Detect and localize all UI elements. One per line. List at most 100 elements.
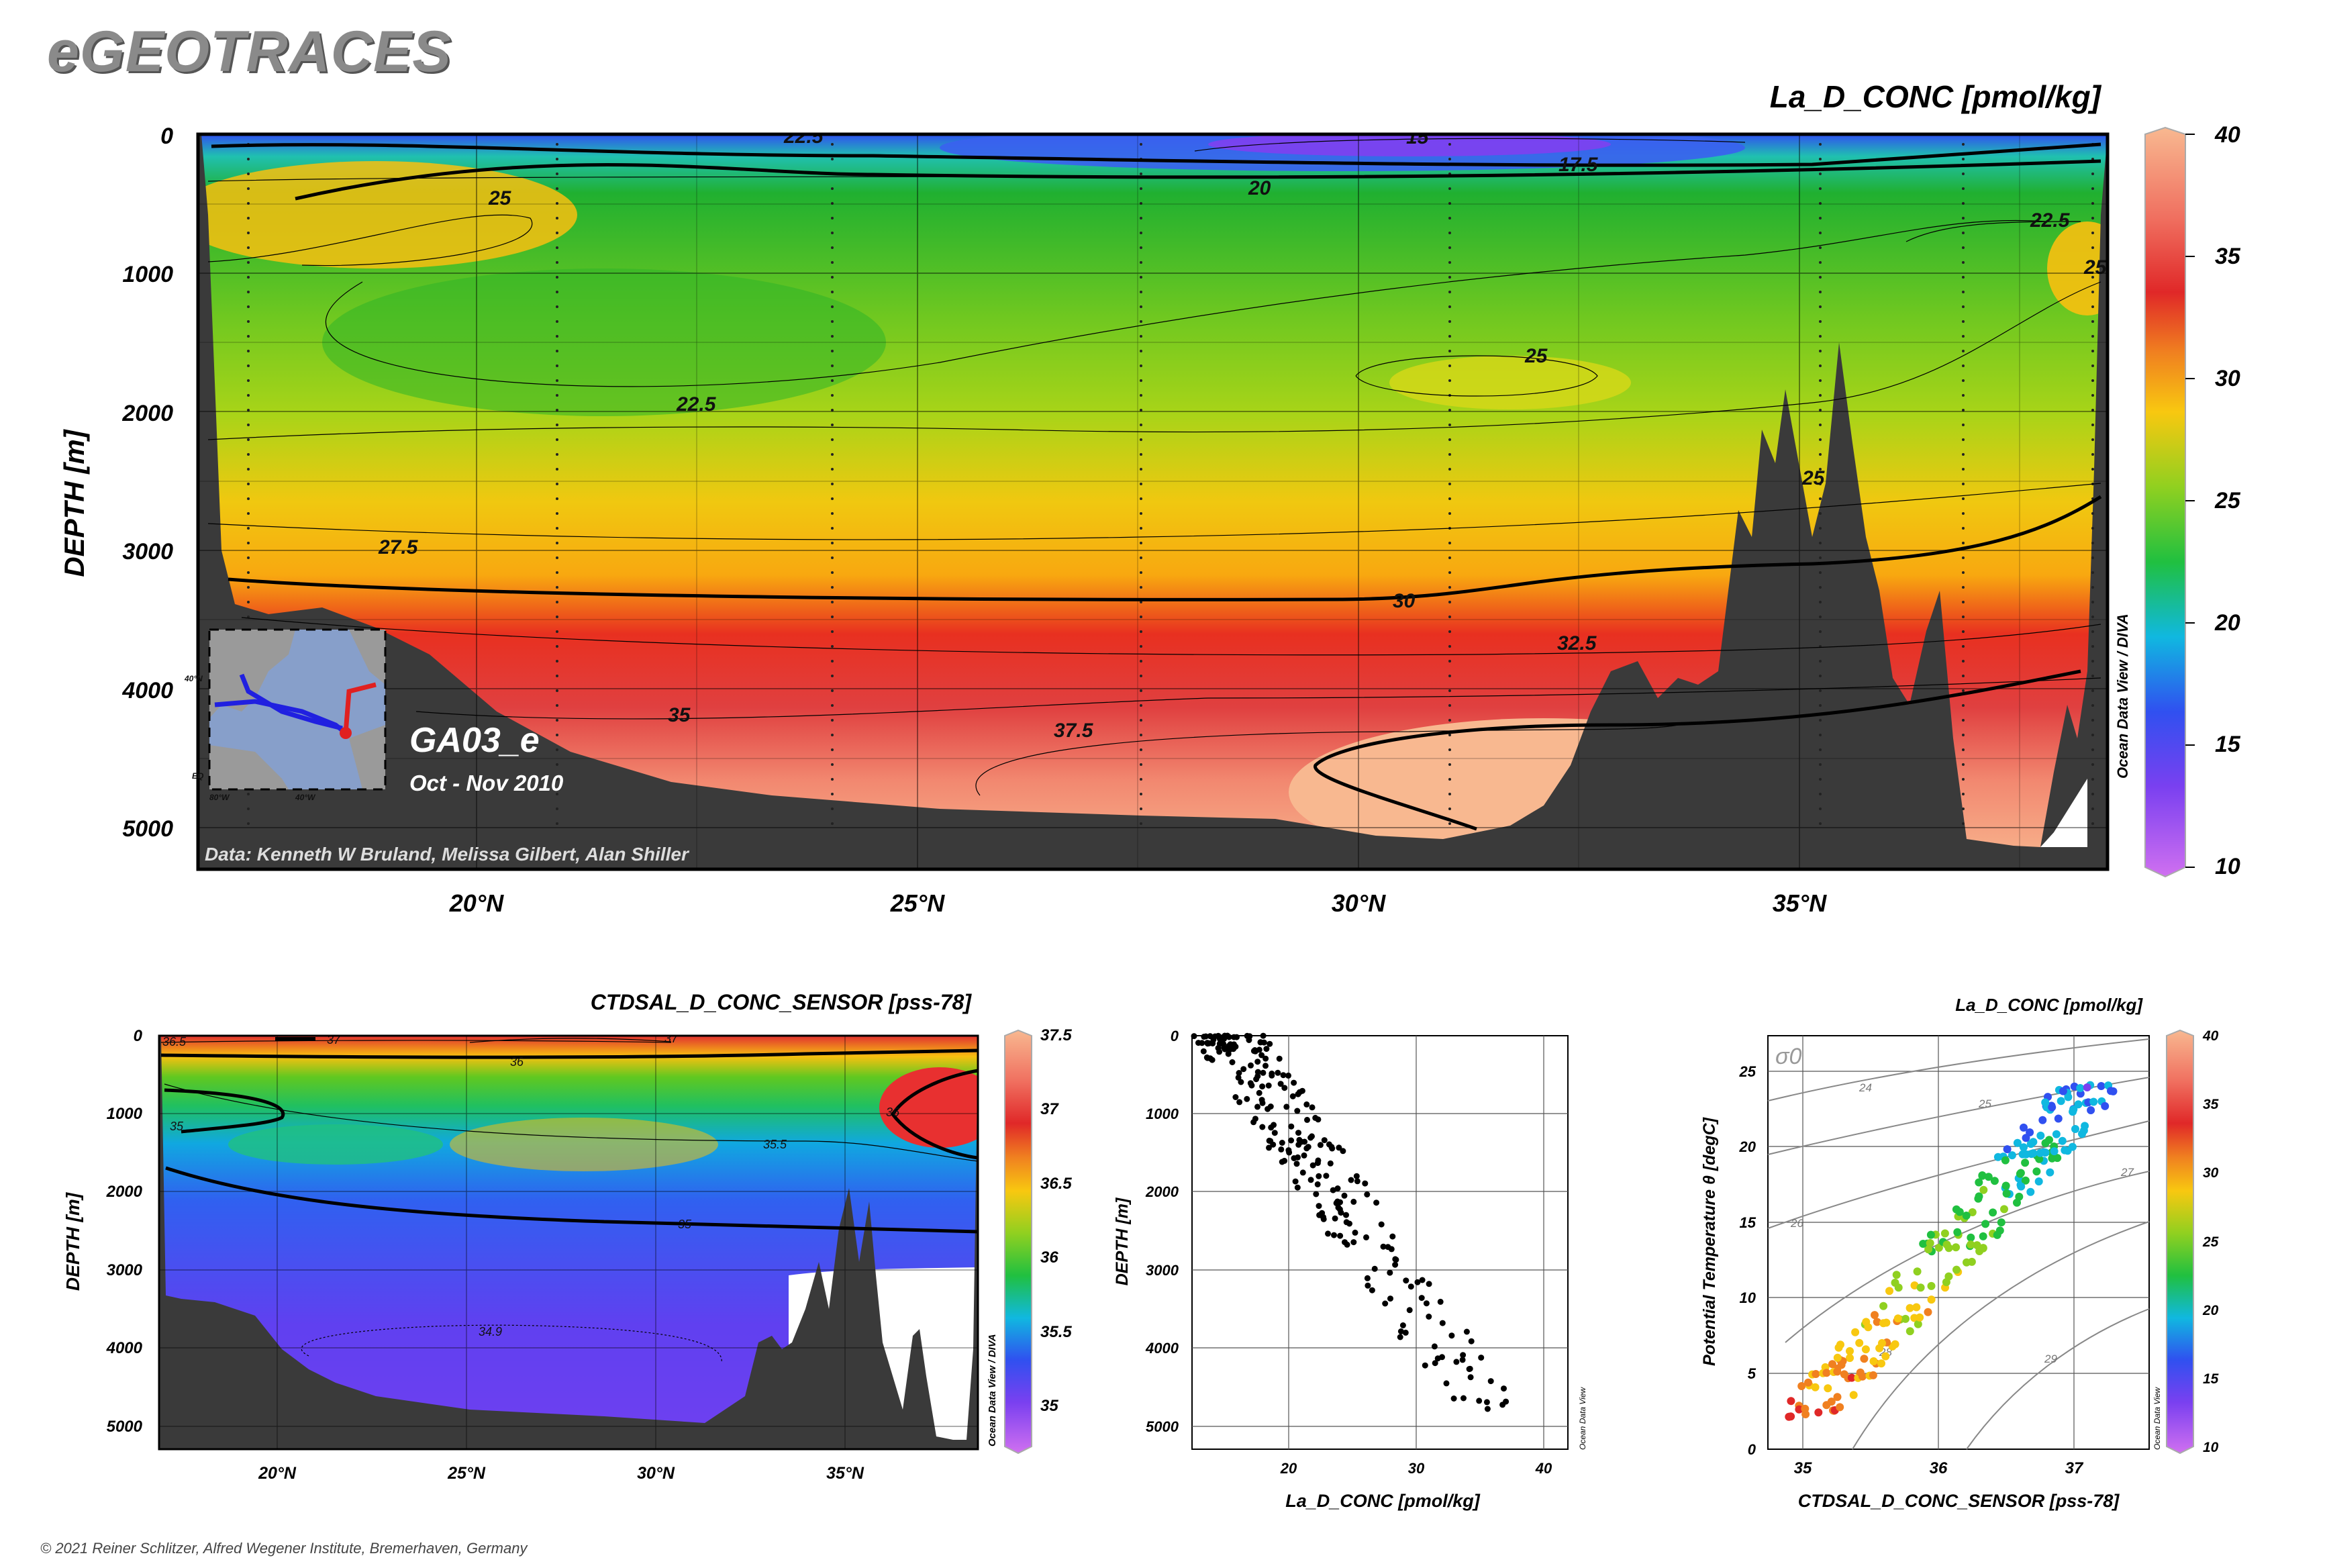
- ts-point: [1952, 1243, 1961, 1252]
- station-sample: [1140, 719, 1142, 722]
- station-sample: [1140, 586, 1142, 589]
- salinity-x-ticks: 20°N 25°N 30°N 35°N: [258, 1464, 864, 1483]
- station-sample: [1448, 187, 1451, 190]
- station-sample: [556, 601, 558, 603]
- station-sample: [1819, 675, 1822, 677]
- ts-plot: 24 25 26 27 28 29 σ0 La_D_CONC [pmol/kg]…: [1700, 995, 2219, 1511]
- station-sample: [1962, 379, 1965, 382]
- main-x-ticks: 20°N 25°N 30°N 35°N: [449, 889, 1827, 917]
- station-sample: [2091, 409, 2094, 411]
- ts-point: [2071, 1125, 2079, 1133]
- station-sample: [2091, 261, 2094, 264]
- ts-point: [1814, 1408, 1823, 1417]
- profile-point: [1317, 1142, 1324, 1148]
- profile-point: [1236, 1070, 1242, 1076]
- station-sample: [1140, 556, 1142, 559]
- profile-point: [1499, 1402, 1506, 1408]
- station-sample: [1448, 630, 1451, 633]
- profile-point: [1483, 1399, 1490, 1406]
- ts-point: [1851, 1328, 1860, 1336]
- ts-point: [1833, 1353, 1842, 1362]
- profile-point: [1248, 1082, 1255, 1089]
- profile-point: [1294, 1108, 1301, 1114]
- station-sample: [831, 143, 834, 146]
- ts-point: [2054, 1114, 2063, 1123]
- station-sample: [556, 512, 558, 515]
- contour-label: 37: [664, 1032, 679, 1045]
- station-sample: [1140, 143, 1142, 146]
- station-sample: [1448, 822, 1451, 825]
- gridlines: [198, 134, 2108, 869]
- station-sample: [831, 438, 834, 441]
- profile-point: [1252, 1116, 1258, 1122]
- contour-label: 25: [488, 187, 512, 209]
- profile-point: [1269, 1072, 1275, 1079]
- station-sample: [1962, 246, 1965, 249]
- station-sample: [1962, 586, 1965, 589]
- x-tick: 25°N: [447, 1464, 486, 1483]
- profile-point: [1331, 1232, 1337, 1238]
- ts-point: [1879, 1302, 1888, 1310]
- x-tick: 25°N: [890, 889, 945, 917]
- ts-point: [1910, 1281, 1919, 1289]
- station-sample: [2091, 542, 2094, 544]
- station-sample: [831, 320, 834, 323]
- station-sample: [1819, 158, 1822, 160]
- station-sample: [2091, 793, 2094, 795]
- profile-point: [1343, 1212, 1349, 1218]
- profile-point: [1235, 1074, 1242, 1081]
- ts-point: [2016, 1169, 2024, 1178]
- profile-point: [1288, 1123, 1295, 1130]
- station-sample: [2091, 202, 2094, 205]
- station-sample: [1819, 793, 1822, 795]
- station-sample: [556, 217, 558, 219]
- station-sample: [831, 601, 834, 603]
- ts-point: [1862, 1318, 1871, 1326]
- station-sample: [2091, 364, 2094, 367]
- profile-point: [1226, 1034, 1232, 1040]
- station-sample: [247, 394, 250, 397]
- profile-watermark: Ocean Data View: [1578, 1387, 1587, 1450]
- ts-point: [2052, 1130, 2061, 1138]
- profile-point: [1280, 1072, 1287, 1079]
- station-sample: [247, 350, 250, 352]
- y-tick: 5000: [107, 1418, 143, 1436]
- station-sample: [1962, 778, 1965, 781]
- profile-point: [1295, 1141, 1302, 1148]
- ts-point: [1855, 1338, 1864, 1347]
- station-sample: [2091, 719, 2094, 722]
- station-sample: [1448, 305, 1451, 308]
- profile-point: [1316, 1173, 1322, 1179]
- profile-point: [1437, 1298, 1444, 1305]
- station-sample: [556, 202, 558, 205]
- y-tick: 0: [134, 1027, 143, 1045]
- profile-point: [1259, 1124, 1266, 1130]
- profile-point: [1431, 1343, 1438, 1350]
- contour-label: 36.5: [162, 1035, 187, 1048]
- station-sample: [1819, 763, 1822, 766]
- station-sample: [556, 763, 558, 766]
- station-sample: [2091, 424, 2094, 426]
- station-sample: [1962, 173, 1965, 175]
- ts-point: [1891, 1279, 1899, 1287]
- station-sample: [556, 232, 558, 234]
- station-sample: [1819, 630, 1822, 633]
- station-sample: [247, 571, 250, 574]
- profile-point: [1378, 1221, 1385, 1228]
- station-sample: [1140, 424, 1142, 426]
- station-sample: [1962, 187, 1965, 190]
- station-sample: [1448, 704, 1451, 707]
- station-sample: [247, 335, 250, 338]
- station-sample: [1140, 616, 1142, 618]
- station-sample: [1819, 586, 1822, 589]
- ts-point: [1916, 1283, 1925, 1292]
- station-sample: [831, 424, 834, 426]
- y-tick: 5000: [1146, 1418, 1179, 1435]
- profile-point: [1389, 1233, 1396, 1240]
- profile-point: [1299, 1169, 1306, 1176]
- station-sample: [556, 261, 558, 264]
- station-sample: [247, 527, 250, 530]
- station-sample: [1819, 202, 1822, 205]
- ts-xlabel: CTDSAL_D_CONC_SENSOR [pss-78]: [1798, 1491, 2120, 1511]
- contour-label: 27.5: [378, 536, 419, 558]
